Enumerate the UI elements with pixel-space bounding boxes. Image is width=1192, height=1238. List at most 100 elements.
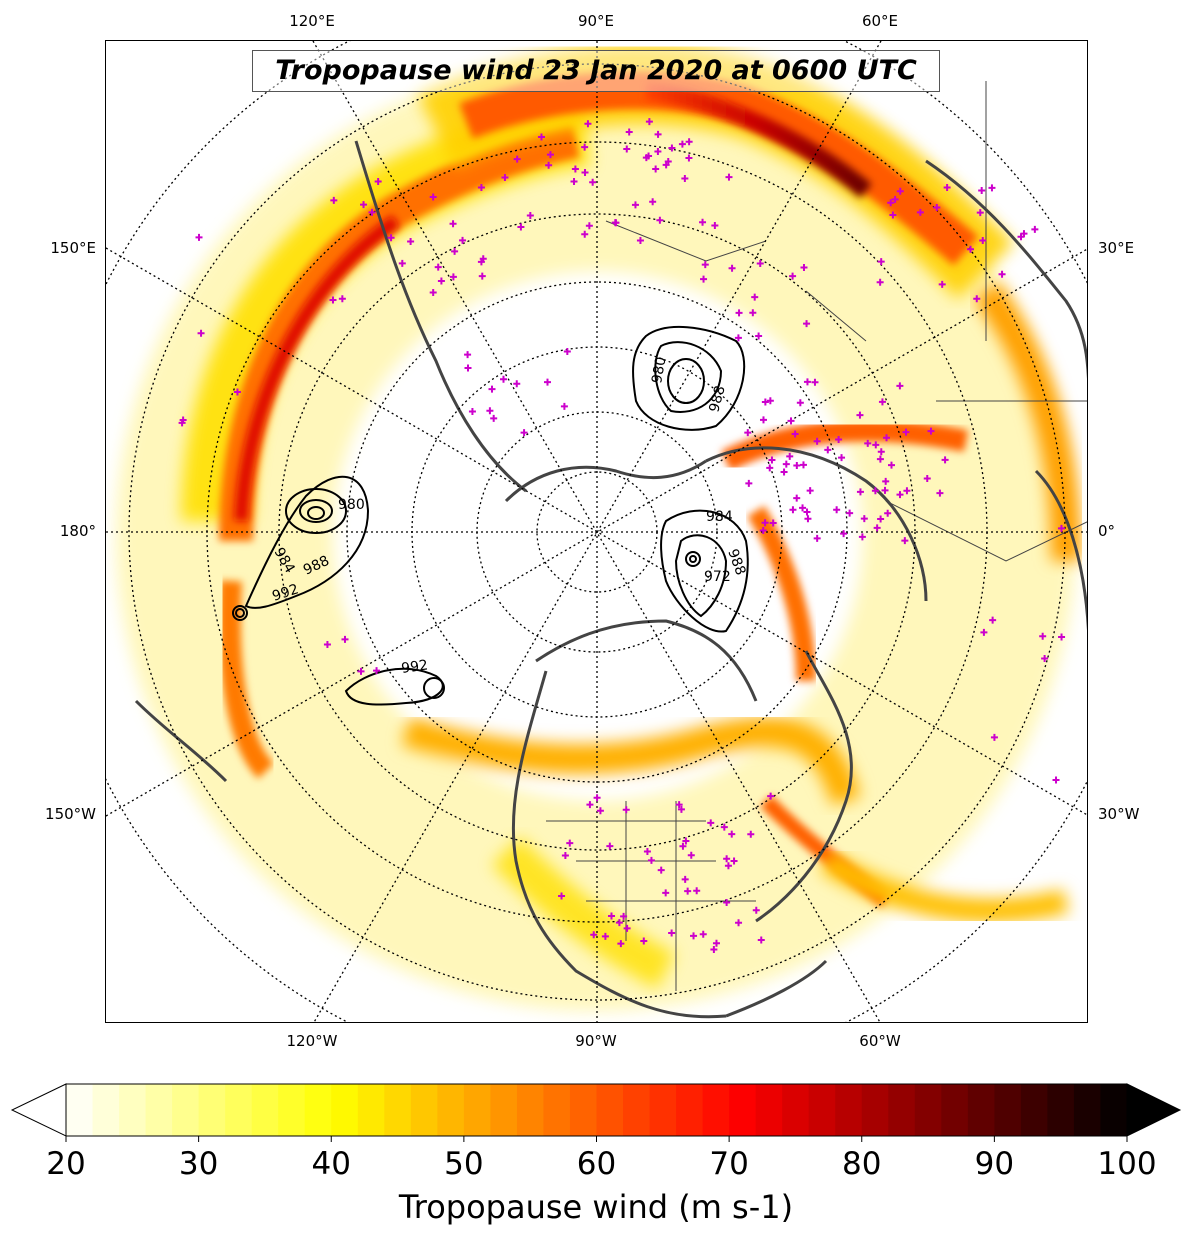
station-marker (989, 616, 997, 624)
station-marker (612, 219, 620, 227)
colorbar-cell (463, 1084, 491, 1136)
station-marker (864, 439, 872, 447)
station-marker (761, 519, 769, 527)
lon-label-bottom-2: 60°W (859, 1032, 901, 1050)
colorbar-cell (251, 1084, 279, 1136)
station-marker (838, 454, 846, 462)
station-marker (734, 334, 742, 342)
map-title: Tropopause wind 23 Jan 2020 at 0600 UTC (252, 50, 940, 92)
station-marker (856, 488, 864, 496)
station-marker (1058, 633, 1066, 641)
station-marker (657, 866, 665, 874)
station-marker (429, 193, 437, 201)
station-marker (938, 280, 946, 288)
contour-label: 992 (400, 657, 429, 677)
station-marker (1057, 524, 1065, 532)
station-marker (976, 209, 984, 217)
station-marker (368, 208, 376, 216)
station-marker (513, 380, 521, 388)
station-marker (387, 234, 395, 242)
colorbar-cell (755, 1084, 783, 1136)
station-marker (679, 842, 687, 850)
station-marker (873, 524, 881, 532)
station-marker (804, 515, 812, 523)
station-marker (693, 887, 701, 895)
station-marker (846, 509, 854, 517)
station-marker (988, 184, 996, 192)
contour-label: 988 (706, 384, 728, 414)
station-marker (786, 452, 794, 460)
station-marker (654, 130, 662, 138)
colorbar-cell (172, 1084, 200, 1136)
station-marker (623, 145, 631, 153)
station-marker (800, 264, 808, 272)
station-marker (593, 794, 601, 802)
station-marker (833, 506, 841, 514)
station-marker (649, 198, 657, 206)
station-marker (901, 537, 909, 545)
station-marker (725, 173, 733, 181)
station-marker (811, 378, 819, 386)
station-marker (745, 479, 753, 487)
station-marker (685, 154, 693, 162)
colorbar-cell (304, 1084, 332, 1136)
colorbar-cell (225, 1084, 253, 1136)
station-marker (711, 221, 719, 229)
colorbar-tick-label: 40 (311, 1146, 351, 1182)
colorbar-cell (357, 1084, 385, 1136)
station-marker (980, 628, 988, 636)
station-marker (728, 830, 736, 838)
station-marker (374, 178, 382, 186)
station-marker (806, 487, 814, 495)
station-marker (486, 407, 494, 415)
station-marker (735, 309, 743, 317)
station-marker (668, 929, 676, 937)
colorbar-ticks (65, 1136, 1128, 1142)
station-marker (840, 530, 848, 538)
station-marker (464, 351, 472, 359)
colorbar-cell (490, 1084, 518, 1136)
colorbar-cell (384, 1084, 412, 1136)
station-marker (887, 199, 895, 207)
station-marker (876, 278, 884, 286)
station-marker (477, 183, 485, 191)
station-marker (407, 237, 415, 245)
station-marker (687, 851, 695, 859)
station-marker (615, 919, 623, 927)
station-marker (699, 218, 707, 226)
station-marker (682, 837, 690, 845)
station-marker (1052, 776, 1060, 784)
station-marker (654, 147, 662, 155)
colorbar-tick-label: 30 (178, 1146, 219, 1182)
station-marker (526, 212, 534, 220)
station-marker (766, 464, 774, 472)
station-marker (643, 847, 651, 855)
station-marker (585, 222, 593, 230)
station-marker (459, 236, 467, 244)
station-marker (896, 187, 904, 195)
lon-label-left-1: 180° (59, 522, 96, 540)
station-marker (501, 173, 509, 181)
station-marker (607, 912, 615, 920)
station-marker (835, 435, 843, 443)
station-marker (685, 138, 693, 146)
station-marker (341, 635, 349, 643)
station-marker (681, 875, 689, 883)
colorbar-cell (278, 1084, 306, 1136)
station-marker (747, 830, 755, 838)
station-marker (464, 364, 472, 372)
station-marker (560, 402, 568, 410)
contour-label: 980 (649, 356, 669, 385)
station-marker (701, 261, 709, 269)
station-marker (796, 399, 804, 407)
station-marker (623, 924, 631, 932)
station-marker (468, 407, 476, 415)
colorbar-cell (861, 1084, 889, 1136)
station-marker (902, 428, 910, 436)
station-marker (856, 411, 864, 419)
station-marker (330, 196, 338, 204)
station-marker (596, 807, 604, 815)
colorbar-cell (1073, 1084, 1102, 1136)
station-marker (645, 152, 653, 160)
station-marker (803, 320, 811, 328)
